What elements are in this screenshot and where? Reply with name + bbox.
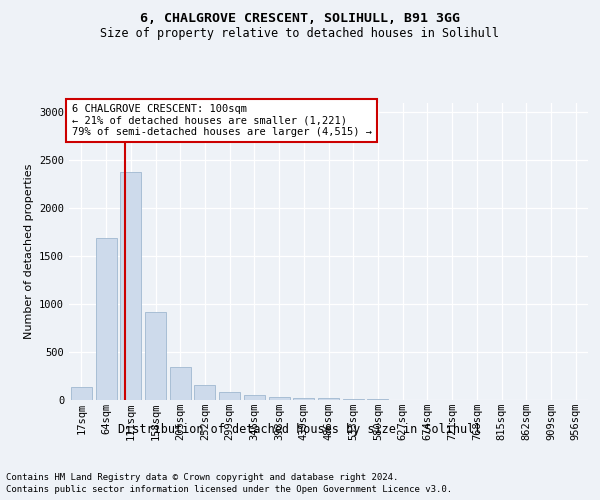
Bar (71, 386, 92, 400)
Bar (95, 238, 116, 400)
Bar (145, 312, 166, 400)
Bar (343, 398, 364, 400)
Bar (318, 398, 339, 400)
Text: Size of property relative to detached houses in Solihull: Size of property relative to detached ho… (101, 28, 499, 40)
Text: 6 CHALGROVE CRESCENT: 100sqm
← 21% of detached houses are smaller (1,221)
79% of: 6 CHALGROVE CRESCENT: 100sqm ← 21% of de… (71, 104, 371, 137)
Bar (367, 399, 388, 400)
Bar (120, 172, 141, 400)
Bar (219, 392, 240, 400)
Y-axis label: Number of detached properties: Number of detached properties (23, 164, 34, 339)
Bar (194, 384, 215, 400)
Text: Contains HM Land Registry data © Crown copyright and database right 2024.: Contains HM Land Registry data © Crown c… (6, 472, 398, 482)
Bar (293, 398, 314, 400)
Bar (269, 396, 290, 400)
Text: Contains public sector information licensed under the Open Government Licence v3: Contains public sector information licen… (6, 485, 452, 494)
Bar (244, 395, 265, 400)
Text: 6, CHALGROVE CRESCENT, SOLIHULL, B91 3GG: 6, CHALGROVE CRESCENT, SOLIHULL, B91 3GG (140, 12, 460, 26)
Text: Distribution of detached houses by size in Solihull: Distribution of detached houses by size … (118, 422, 482, 436)
Bar (170, 368, 191, 400)
